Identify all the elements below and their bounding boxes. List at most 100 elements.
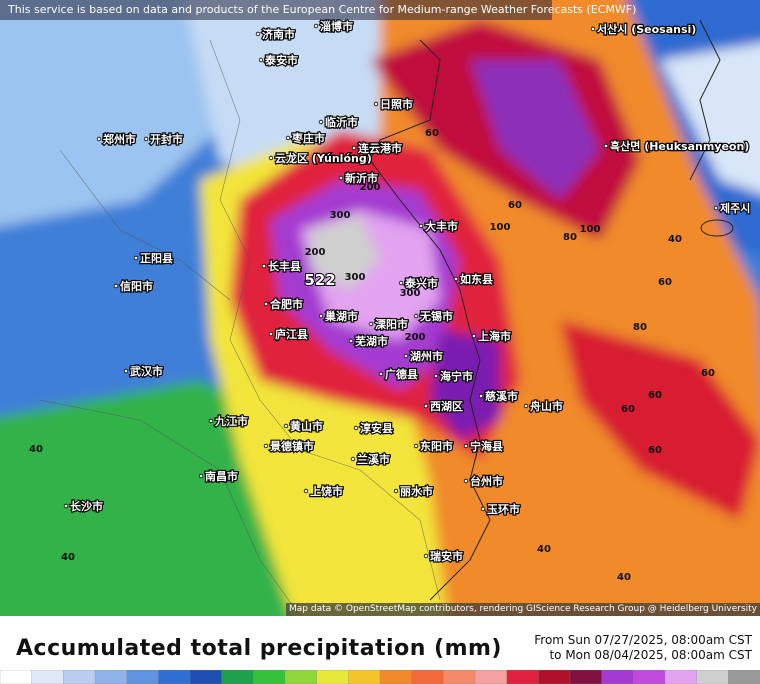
place-dot — [603, 143, 609, 149]
place-label: 泰安市 — [264, 53, 298, 67]
place-label: 日照市 — [380, 97, 413, 111]
place-dot — [713, 205, 719, 211]
map-title: Accumulated total precipitation (mm) — [16, 636, 502, 661]
place-label: 长沙市 — [70, 499, 103, 513]
contour-label: 100 — [490, 222, 511, 233]
place-label: 信阳市 — [120, 279, 153, 293]
contour-label: 40 — [537, 544, 551, 555]
scale-swatch — [221, 670, 254, 684]
contour-label: 300 — [400, 288, 421, 299]
place-dot — [398, 280, 404, 286]
place-label: 慈溪市 — [485, 389, 518, 403]
place-dot — [463, 478, 469, 484]
place-label: 新沂市 — [345, 171, 378, 185]
field-grey — [310, 215, 380, 290]
place-dot — [258, 57, 264, 63]
contour-label: 60 — [701, 368, 715, 379]
place-label: 서산시 (Seosansi) — [597, 22, 696, 36]
contour-label: 40 — [61, 552, 75, 563]
contour-label: 40 — [617, 572, 631, 583]
place-dot — [453, 276, 459, 282]
place-label: 无锡市 — [419, 309, 453, 323]
color-scale — [0, 670, 760, 684]
place-label: 淳安县 — [360, 421, 393, 435]
place-label: 枣庄市 — [291, 131, 325, 145]
place-label: 合肥市 — [270, 297, 303, 311]
scale-swatch — [569, 670, 603, 684]
place-label: 济南市 — [262, 27, 295, 41]
place-label: 正阳县 — [140, 251, 173, 265]
field-red-east — [560, 320, 760, 520]
scale-swatch — [284, 670, 318, 684]
place-dot — [423, 403, 429, 409]
province-border — [39, 399, 301, 616]
place-label: 西湖区 — [430, 399, 463, 413]
place-label: 上海市 — [478, 329, 511, 343]
place-label: 宁海县 — [470, 439, 503, 453]
place-dot — [413, 443, 419, 449]
place-dot — [208, 418, 214, 424]
korea-coast — [689, 19, 721, 181]
place-label: 제주시 — [720, 201, 750, 215]
place-label: 连云港市 — [358, 141, 402, 155]
place-dot — [96, 136, 102, 142]
place-label: 大丰市 — [425, 219, 458, 233]
scale-swatch — [158, 670, 191, 684]
scale-swatch — [696, 670, 729, 684]
place-label: 兰溪市 — [357, 452, 390, 466]
contour-label: 300 — [330, 210, 351, 221]
scale-swatch — [63, 670, 96, 684]
place-label: 台州市 — [470, 474, 503, 488]
place-dot — [338, 175, 344, 181]
scale-swatch — [474, 670, 508, 684]
place-label: 庐江县 — [275, 327, 308, 341]
place-label: 东阳市 — [420, 439, 453, 453]
place-label: 九江市 — [214, 414, 248, 428]
contour-label: 60 — [658, 277, 672, 288]
scale-swatch — [348, 670, 381, 684]
scale-swatch — [31, 670, 64, 684]
place-dot — [480, 506, 486, 512]
field-purple-south — [430, 330, 500, 440]
place-label: 如东县 — [460, 272, 493, 286]
period-to: to Mon 08/04/2025, 08:00am CST — [549, 648, 752, 662]
data-notice: This service is based on data and produc… — [0, 0, 636, 20]
place-dot — [318, 119, 324, 125]
place-dot — [268, 155, 274, 161]
place-dot — [393, 488, 399, 494]
place-label: 郑州市 — [103, 132, 136, 146]
contour-label: 522 — [304, 271, 335, 289]
contour-label: 60 — [621, 404, 635, 415]
place-dot — [478, 393, 484, 399]
place-label: 芜湖市 — [355, 334, 388, 348]
borders — [39, 39, 441, 616]
contour-label: 200 — [360, 182, 381, 193]
place-dot — [283, 423, 289, 429]
place-label: 海宁市 — [440, 369, 473, 383]
place-dot — [133, 255, 139, 261]
scale-swatch — [601, 670, 634, 684]
scale-swatch — [728, 670, 760, 684]
place-dot — [63, 503, 69, 509]
scale-swatch — [411, 670, 444, 684]
province-border — [209, 39, 441, 601]
jeju-island — [700, 219, 734, 237]
place-label: 泰兴市 — [404, 276, 438, 290]
place-label: 玉环市 — [487, 502, 520, 516]
contour-label: 200 — [405, 332, 426, 343]
place-dot — [353, 425, 359, 431]
place-label: 上饶市 — [310, 484, 343, 498]
scale-swatch — [253, 670, 286, 684]
place-dot — [261, 263, 267, 269]
contour-label: 200 — [305, 247, 326, 258]
map-attribution: Map data © OpenStreetMap contributors, r… — [286, 603, 760, 616]
place-dot — [378, 371, 384, 377]
scale-swatch — [664, 670, 698, 684]
contour-label: 60 — [648, 390, 662, 401]
scale-swatch — [0, 670, 33, 684]
place-label: 广德县 — [385, 367, 418, 381]
scale-swatch — [316, 670, 349, 684]
china-coast — [369, 39, 491, 601]
place-label: 南昌市 — [205, 469, 238, 483]
